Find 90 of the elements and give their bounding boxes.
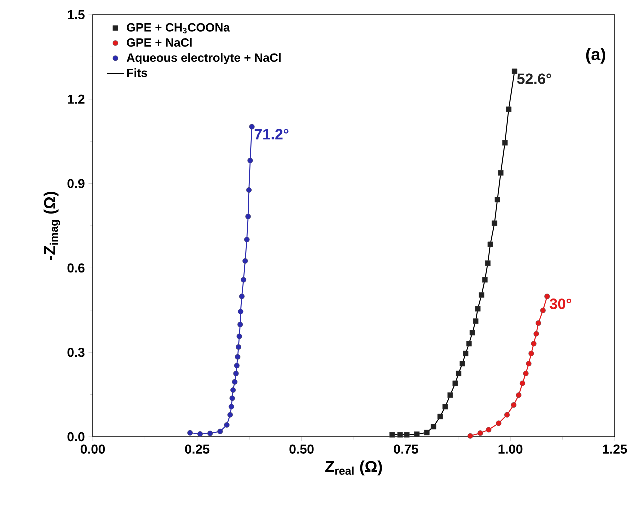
point	[234, 363, 240, 369]
point	[488, 242, 494, 248]
point	[244, 237, 250, 243]
point	[466, 341, 472, 347]
legend-label: Fits	[127, 68, 148, 78]
point	[534, 331, 540, 337]
point	[511, 402, 517, 408]
x-tick-label: 0.25	[185, 444, 210, 454]
point	[531, 341, 537, 347]
point	[198, 431, 204, 437]
annotation: (a)	[586, 48, 606, 64]
point	[438, 414, 444, 420]
point	[224, 422, 230, 428]
point	[528, 350, 534, 356]
point	[230, 388, 236, 394]
point	[496, 420, 502, 426]
point	[235, 354, 241, 360]
point	[473, 318, 479, 324]
x-tick-label: 1.25	[603, 444, 628, 454]
point	[506, 106, 512, 112]
y-axis-title: -Z$_{imag}$ (Ω)	[44, 192, 60, 260]
point	[242, 258, 248, 264]
point	[523, 370, 529, 376]
point	[230, 396, 236, 402]
point	[540, 308, 546, 314]
point	[512, 68, 518, 74]
y-tick-label: 0.3	[68, 348, 85, 358]
y-tick-label: 0.0	[68, 432, 85, 442]
point	[218, 428, 224, 434]
y-tick-label: 0.9	[68, 179, 85, 188]
point	[478, 430, 484, 436]
point	[424, 430, 430, 436]
legend-label: GPE + CH$_{3}$COONa	[127, 23, 230, 34]
point	[238, 322, 244, 328]
point	[456, 370, 462, 376]
x-tick-label: 0.00	[80, 444, 106, 454]
point	[249, 124, 255, 130]
point	[463, 350, 469, 356]
point	[228, 404, 234, 410]
annotation: 52.6°	[517, 74, 552, 84]
y-tick-label: 0.6	[68, 264, 85, 273]
point	[475, 306, 481, 312]
point	[390, 432, 396, 438]
point	[398, 432, 404, 438]
point	[485, 260, 491, 266]
point	[460, 361, 466, 367]
point	[241, 277, 246, 283]
point	[239, 294, 245, 300]
point	[504, 412, 510, 418]
point	[246, 188, 252, 194]
point	[431, 424, 437, 430]
point	[502, 140, 508, 146]
point	[482, 277, 488, 283]
point	[498, 170, 504, 176]
point	[234, 370, 239, 376]
point	[228, 412, 234, 418]
point	[414, 432, 420, 438]
point	[486, 427, 492, 433]
point	[494, 197, 500, 203]
point	[246, 214, 252, 220]
annotation: 71.2°	[254, 129, 289, 140]
y-tick-label: 1.2	[68, 94, 85, 104]
point	[248, 158, 254, 164]
point	[526, 361, 532, 367]
point	[520, 380, 526, 386]
point	[479, 292, 485, 298]
point	[492, 220, 498, 226]
point	[468, 433, 474, 439]
x-tick-label: 1.00	[498, 444, 523, 454]
point	[448, 392, 454, 398]
point	[236, 344, 242, 350]
x-axis-title: Z$_{real}$ (Ω)	[326, 460, 382, 476]
point	[404, 432, 410, 438]
point	[442, 404, 448, 410]
y-tick-label: 1.5	[68, 10, 85, 20]
point	[188, 430, 194, 436]
legend-label: Aqueous electrolyte + NaCl	[126, 53, 281, 65]
point	[208, 430, 214, 436]
x-tick-label: 0.50	[290, 444, 314, 454]
point	[232, 379, 238, 385]
legend-label: GPE + NaCl	[127, 38, 192, 47]
point	[536, 320, 542, 326]
x-tick-label: 0.75	[394, 444, 418, 454]
point	[452, 380, 458, 386]
point	[236, 334, 242, 340]
point	[238, 309, 244, 315]
point	[516, 392, 522, 398]
annotation: 30°	[550, 298, 572, 310]
point	[470, 330, 476, 336]
point	[544, 294, 550, 300]
